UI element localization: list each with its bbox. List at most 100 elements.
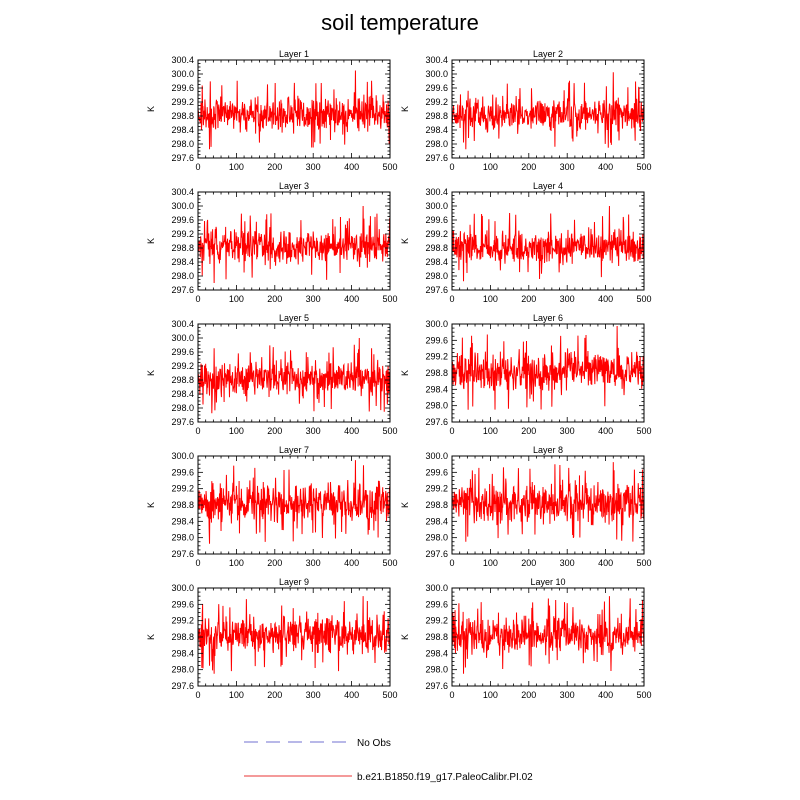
x-tick-label: 100 — [483, 558, 498, 568]
y-tick-label: 298.4 — [425, 648, 448, 658]
x-tick-label: 500 — [636, 426, 651, 436]
panel-layer-3: Layer 3 K 0 100 200 300 400 500 297.6 298.0 298.4 2… — [146, 181, 398, 304]
x-tick-label: 100 — [483, 690, 498, 700]
x-tick-label: 200 — [267, 294, 282, 304]
x-tick-label: 500 — [636, 294, 651, 304]
x-tick-label: 200 — [267, 162, 282, 172]
x-tick-label: 400 — [598, 558, 613, 568]
series-line — [451, 596, 645, 674]
y-tick-label: 300.0 — [425, 69, 448, 79]
y-tick-label: 299.2 — [425, 229, 448, 239]
y-tick-label: 298.8 — [171, 632, 194, 642]
x-tick-label: 400 — [344, 294, 359, 304]
y-tick-label: 299.6 — [425, 599, 448, 609]
y-tick-label: 298.4 — [425, 384, 448, 394]
legend: No Obs b.e21.B1850.f19_g17.PaleoCalibr.P… — [244, 738, 533, 783]
y-tick-label: 297.6 — [171, 549, 194, 559]
series-line — [197, 596, 391, 674]
y-tick-label: 300.0 — [171, 451, 194, 461]
y-tick-label: 298.8 — [425, 243, 448, 253]
series-line — [197, 205, 391, 284]
y-tick-label: 298.8 — [171, 375, 194, 385]
x-tick-label: 300 — [560, 294, 575, 304]
series-line — [451, 72, 645, 150]
x-tick-label: 100 — [229, 426, 244, 436]
x-tick-label: 300 — [306, 558, 321, 568]
y-tick-label: 298.0 — [425, 401, 448, 411]
x-tick-label: 200 — [521, 294, 536, 304]
x-tick-label: 0 — [195, 690, 200, 700]
x-tick-label: 500 — [636, 558, 651, 568]
y-tick-label: 297.6 — [171, 285, 194, 295]
series-line — [197, 337, 391, 414]
y-tick-label: 298.8 — [171, 111, 194, 121]
y-tick-label: 298.8 — [425, 500, 448, 510]
y-tick-label: 298.0 — [171, 139, 194, 149]
x-tick-label: 100 — [229, 162, 244, 172]
y-tick-label: 298.0 — [425, 533, 448, 543]
y-tick-label: 298.4 — [171, 648, 194, 658]
y-tick-label: 298.8 — [425, 632, 448, 642]
x-tick-label: 300 — [306, 162, 321, 172]
y-tick-label: 298.0 — [425, 271, 448, 281]
y-tick-label: 300.0 — [425, 451, 448, 461]
x-tick-label: 200 — [521, 558, 536, 568]
y-tick-label: 298.0 — [171, 271, 194, 281]
panel-title: Layer 8 — [533, 445, 563, 455]
y-tick-label: 297.6 — [171, 417, 194, 427]
x-tick-label: 200 — [267, 426, 282, 436]
y-tick-label: 297.6 — [425, 549, 448, 559]
y-tick-label: 298.0 — [425, 665, 448, 675]
y-axis-label: K — [146, 370, 156, 376]
x-tick-label: 300 — [560, 690, 575, 700]
x-tick-label: 100 — [229, 294, 244, 304]
x-tick-label: 200 — [521, 690, 536, 700]
x-tick-label: 400 — [344, 558, 359, 568]
y-tick-label: 298.4 — [425, 257, 448, 267]
y-tick-label: 300.0 — [171, 69, 194, 79]
x-tick-label: 100 — [483, 162, 498, 172]
y-axis-label: K — [400, 106, 410, 112]
panel-layer-5: Layer 5 K 0 100 200 300 400 500 297.6 298.0 298.4 2… — [146, 313, 398, 436]
x-tick-label: 0 — [449, 558, 454, 568]
x-tick-label: 200 — [267, 558, 282, 568]
y-tick-label: 297.6 — [425, 285, 448, 295]
y-tick-label: 300.0 — [171, 333, 194, 343]
y-tick-label: 298.4 — [425, 516, 448, 526]
x-tick-label: 200 — [521, 162, 536, 172]
panel-layer-9: Layer 9 K 0 100 200 300 400 500 297.6 298.0 298.4 2… — [146, 577, 398, 700]
legend-label-no-obs: No Obs — [357, 738, 391, 749]
x-tick-label: 500 — [382, 162, 397, 172]
x-tick-label: 200 — [521, 426, 536, 436]
y-tick-label: 298.0 — [171, 403, 194, 413]
x-tick-label: 0 — [449, 426, 454, 436]
y-axis-label: K — [146, 106, 156, 112]
panel-title: Layer 2 — [533, 49, 563, 59]
y-tick-label: 299.2 — [425, 352, 448, 362]
legend-label-case: b.e21.B1850.f19_g17.PaleoCalibr.PI.02 — [357, 772, 533, 783]
y-tick-label: 299.6 — [425, 215, 448, 225]
y-tick-label: 299.2 — [171, 361, 194, 371]
y-tick-label: 298.0 — [425, 139, 448, 149]
x-tick-label: 500 — [382, 690, 397, 700]
series-line — [197, 460, 391, 544]
y-tick-label: 297.6 — [171, 681, 194, 691]
panel-title: Layer 5 — [279, 313, 309, 323]
panel-layer-7: Layer 7 K 0 100 200 300 400 500 297.6 298.0 298.4 2… — [146, 445, 398, 568]
panel-layer-10: Layer 10 K 0 100 200 300 400 500 297.6 298.0 298.4… — [400, 577, 652, 700]
y-tick-label: 298.4 — [425, 125, 448, 135]
panel-layer-6: Layer 6 K 0 100 200 300 400 500 297.6 298.0 298.4 2… — [400, 313, 652, 436]
x-tick-label: 500 — [636, 690, 651, 700]
figure-title: soil temperature — [321, 10, 479, 35]
y-tick-label: 300.4 — [171, 319, 194, 329]
y-tick-label: 299.2 — [425, 97, 448, 107]
y-axis-label: K — [146, 634, 156, 640]
y-tick-label: 298.8 — [171, 500, 194, 510]
y-tick-label: 299.2 — [171, 616, 194, 626]
y-tick-label: 299.2 — [171, 484, 194, 494]
x-tick-label: 400 — [344, 162, 359, 172]
y-tick-label: 300.0 — [171, 583, 194, 593]
x-tick-label: 300 — [306, 294, 321, 304]
x-tick-label: 200 — [267, 690, 282, 700]
y-tick-label: 298.8 — [171, 243, 194, 253]
